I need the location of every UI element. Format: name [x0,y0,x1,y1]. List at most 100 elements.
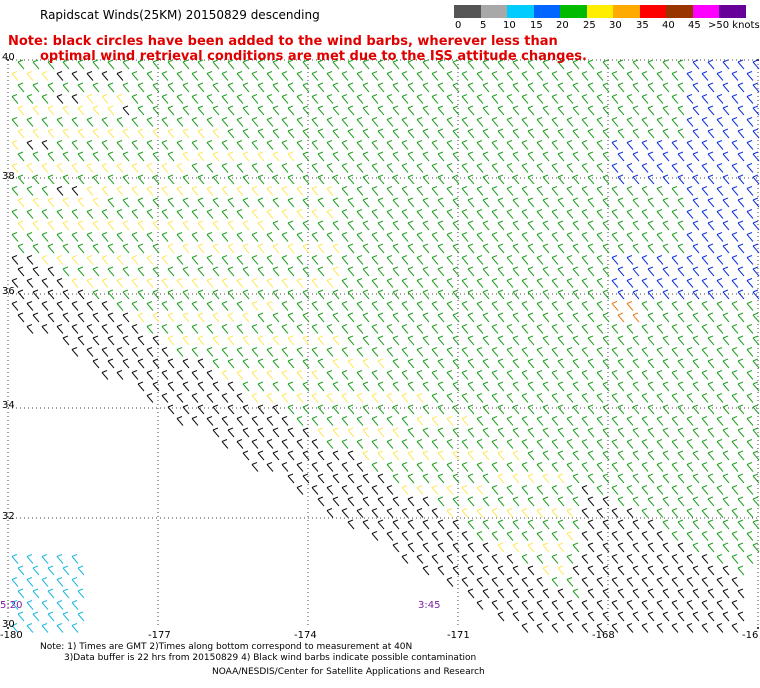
wind-barb [341,485,349,495]
wind-barb [176,347,184,357]
wind-barb [176,370,184,380]
wind-barb [572,105,580,116]
wind-barb [212,220,220,231]
wind-barb [437,151,445,162]
wind-barb [71,347,79,357]
wind-barb [356,117,364,127]
wind-barb [146,140,154,150]
wind-barb [632,335,640,346]
wind-barb [236,278,244,288]
wind-barb [281,416,289,426]
wind-barb [626,508,634,518]
wind-barb [92,220,100,231]
wind-barb [182,82,190,93]
wind-barb [656,531,664,541]
wind-barb [497,427,505,438]
wind-barb [632,358,640,369]
wind-barb [206,370,214,380]
wind-barb [737,289,745,300]
wind-barb [722,450,730,461]
wind-barb [662,427,670,438]
wind-barb [272,450,280,461]
wind-barb [476,393,484,403]
legend-label-40: 40 [662,20,675,31]
wind-barb [731,485,739,495]
wind-barb [347,312,355,323]
wind-barb [377,519,385,530]
wind-barb [536,232,544,242]
wind-barb [662,496,670,507]
wind-barb [146,370,154,380]
wind-barb [542,473,550,484]
wind-barb [311,163,319,173]
wind-barb [626,577,634,587]
wind-barb [41,623,49,633]
wind-barb [227,151,235,162]
wind-barb [437,197,445,208]
wind-barb [257,174,265,185]
wind-barb [296,370,304,380]
wind-barb [71,232,79,242]
wind-barb [116,94,124,104]
wind-barb [497,588,505,599]
wind-barb [716,163,724,173]
wind-barb [662,312,670,323]
wind-barb [647,450,655,461]
wind-barb [482,197,490,208]
wind-barb [86,232,94,242]
wind-barb [701,577,709,587]
wind-barb [542,174,550,185]
wind-barb [197,358,205,369]
wind-barb [611,94,619,104]
wind-barb [746,393,754,403]
wind-barb [311,117,319,127]
wind-barb [11,554,19,564]
wind-barb [26,255,34,265]
wind-barb [356,186,364,196]
wind-barb [506,462,514,472]
wind-barb [692,197,700,208]
wind-barb [482,151,490,162]
wind-barb [332,404,340,415]
wind-barb [701,347,709,357]
wind-barb [737,197,745,208]
wind-barb [716,623,724,633]
wind-barb [581,117,589,127]
wind-barb [722,335,730,346]
wind-barb [401,554,409,564]
wind-barb [566,439,574,449]
wind-barb [17,266,25,277]
wind-barb [512,542,520,553]
wind-barb [362,358,370,369]
wind-barb [617,381,625,392]
wind-barb [521,94,529,104]
wind-barb [446,370,454,380]
wind-barb [212,335,220,346]
wind-barb [182,312,190,323]
wind-barb [422,473,430,484]
wind-barb [371,94,379,104]
wind-barb [137,105,145,116]
wind-barb [437,128,445,139]
wind-barb [317,266,325,277]
wind-barb [677,243,685,254]
wind-barb [296,186,304,196]
wind-barb [581,577,589,587]
wind-barb [701,370,709,380]
wind-barb [386,485,394,495]
wind-barb [392,381,400,392]
wind-barb [422,243,430,254]
wind-barb [26,324,34,334]
wind-barb [656,324,664,334]
wind-barb [281,278,289,288]
wind-barb [392,312,400,323]
wind-barb [317,197,325,208]
wind-barb [386,140,394,150]
wind-barb [701,623,709,633]
wind-barb [431,140,439,150]
wind-barb [746,370,754,380]
wind-barb [266,94,274,104]
wind-barb [92,59,100,70]
wind-barb [107,358,115,369]
wind-barb [512,59,520,70]
